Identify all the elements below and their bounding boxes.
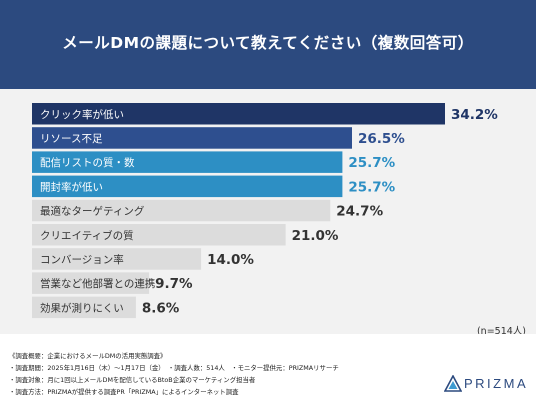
category-label-9: 効果が測りにくい — [40, 301, 124, 314]
bar-9 — [32, 296, 136, 319]
category-label-8: 営業など他部署との連携 — [40, 277, 155, 290]
value-label-2: 26.5% — [358, 131, 405, 147]
value-label-4: 25.7% — [348, 179, 395, 195]
value-label-3: 25.7% — [348, 155, 395, 171]
survey-method: ・調査方法：PRIZMAが提供する調査PR「PRIZMA」によるインターネット調… — [9, 388, 239, 396]
value-label-1: 34.2% — [451, 107, 498, 123]
chart-area: クリック率が低い 34.2% リソース不足 26.5% 配信リストの質・数 25.7% 開封… — [0, 89, 536, 334]
category-label-1: クリック率が低い — [40, 108, 124, 121]
sample-size-note: (n=514人) — [476, 326, 526, 337]
value-label-8: 9.7% — [155, 276, 193, 292]
bar-6 — [32, 224, 286, 246]
bar-1 — [32, 103, 445, 125]
survey-summary-title: 《調査概要：企業におけるメールDMの活用実態調査》 — [9, 352, 167, 360]
bar-8 — [32, 272, 150, 294]
bar-chart: クリック率が低い 34.2% リソース不足 26.5% 配信リストの質・数 25.7% 開封… — [32, 103, 498, 319]
survey-period: ・調査期間：2025年1月16日（木）〜1月17日（金） ・調査人数：514人 … — [9, 364, 339, 372]
category-label-6: クリエイティブの質 — [40, 229, 134, 242]
category-label-7: コンバージョン率 — [40, 253, 124, 266]
prizma-logo-text: PRIZMA — [464, 376, 529, 391]
category-label-2: リソース不足 — [40, 133, 103, 145]
bar-3 — [32, 151, 343, 173]
category-label-5: 最適なターゲティング — [40, 205, 145, 218]
prizma-logo-icon — [444, 375, 462, 392]
bar-5 — [32, 199, 331, 222]
bar-4 — [32, 175, 343, 198]
bar-2 — [32, 127, 352, 149]
chart-title: メールDMの課題について教えてください（複数回答可） — [62, 34, 474, 52]
survey-target: ・調査対象：月に1回以上メールDMを配信しているBtoB企業のマーケティング担当… — [9, 376, 256, 384]
prizma-logo: PRIZMA — [444, 375, 526, 393]
header-banner: メールDMの課題について教えてください（複数回答可） — [0, 0, 536, 89]
category-label-3: 配信リストの質・数 — [40, 156, 135, 169]
value-label-6: 21.0% — [292, 228, 339, 244]
category-label-4: 開封率が低い — [40, 180, 103, 193]
value-label-5: 24.7% — [336, 204, 383, 220]
value-label-9: 8.6% — [142, 300, 180, 316]
bar-7 — [32, 248, 202, 270]
value-label-7: 14.0% — [207, 252, 254, 268]
